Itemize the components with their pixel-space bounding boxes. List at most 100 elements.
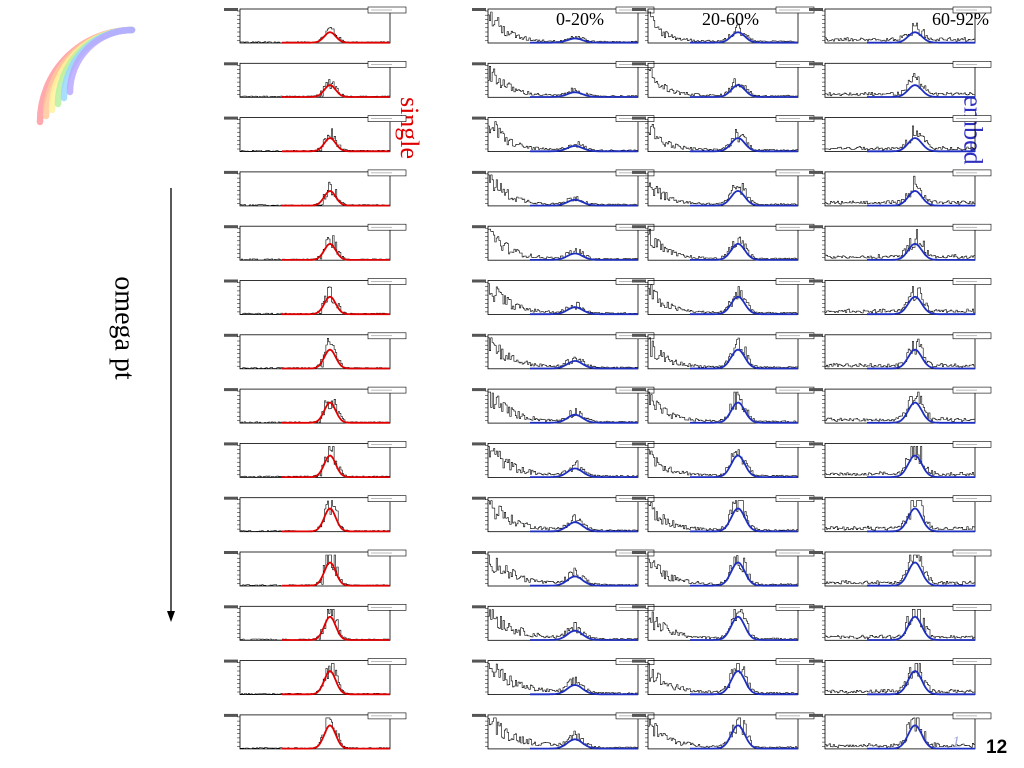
fit-curve [690,561,798,587]
plot-frame [239,225,391,261]
plot-frame [487,714,639,750]
histogram-data [240,717,390,750]
histogram-1-5 [472,278,655,316]
plot-frame [824,660,976,695]
plot-frame [824,605,976,641]
fit-curve [690,295,798,316]
fit-curve [530,306,638,316]
plot-frame [487,117,639,152]
histogram-data [488,228,638,260]
plot-title-stub [224,659,238,663]
histogram-data [240,500,390,532]
histogram-2-2 [632,115,815,153]
column-label-20-60: 20-60% [702,9,759,29]
plot-title-stub [472,279,486,283]
histogram-data [488,391,638,423]
plot-title-stub [224,713,238,717]
plot-title-stub [632,442,646,446]
histogram-0-13 [224,712,407,750]
plot-frame [239,442,391,478]
histogram-data [825,609,975,640]
plot-frame [239,117,391,152]
histogram-3-5 [809,278,992,316]
fit-curve [282,616,390,641]
plot-frame [647,442,799,478]
histogram-3-1 [809,60,992,98]
plot-frame [239,280,391,315]
histogram-data [488,717,638,749]
histogram-data [825,22,975,42]
plot-frame [239,334,391,370]
plot-frame [239,171,391,207]
histogram-2-6 [632,332,815,370]
plot-frame [647,62,799,98]
plot-frame [487,660,639,695]
column-label-0-20: 0-20% [556,9,604,29]
histogram-data [825,73,975,97]
plot-frame [487,8,639,44]
plot-frame [647,171,799,207]
fit-curve [282,242,390,261]
plot-title-stub [224,62,238,66]
histogram-1-11 [472,603,655,641]
fit-curve [690,615,798,641]
plot-frame [239,714,391,750]
histogram-1-6 [472,332,655,370]
plot-frame [239,62,391,98]
plot-frame [824,334,976,370]
plot-frame [647,225,799,261]
plot-frame [824,442,976,478]
fit-curve [282,401,390,424]
histogram-3-4 [809,223,992,261]
fit-curve [690,507,798,533]
plot-title-stub [632,170,646,174]
plot-title-stub [224,116,238,120]
histogram-0-8 [224,441,407,478]
plot-title-stub [472,225,486,229]
histogram-data [648,449,798,477]
histogram-0-11 [224,603,407,641]
fit-curve [690,243,798,261]
plot-title-stub [472,116,486,120]
plot-frame [239,551,391,587]
histogram-2-5 [632,278,815,316]
fit-curve [867,31,975,44]
plot-frame [824,551,976,587]
plot-title-stub [224,225,238,229]
histogram-data [488,663,638,695]
plot-frame [647,334,799,370]
plot-title-stub [809,388,823,392]
histogram-3-12 [809,658,992,696]
fit-curve [530,37,638,44]
histogram-0-5 [224,278,407,316]
plot-frame [487,171,639,207]
histogram-data [648,663,798,694]
histogram-data [648,555,798,586]
fit-curve [867,84,975,98]
plot-title-stub [809,279,823,283]
histogram-data [648,500,798,531]
rainbow-band [66,26,136,96]
plot-title-stub [472,659,486,663]
plot-frame [647,551,799,587]
plot-title-stub [224,551,238,554]
plot-title-stub [472,170,486,174]
plot-title-stub [472,713,486,717]
histogram-0-9 [224,495,407,533]
histogram-1-13 [472,712,655,750]
histogram-data [240,128,390,152]
rainbow-logo [36,26,136,126]
histogram-2-3 [632,169,815,207]
plot-frame [647,660,799,695]
plot-title-stub [224,388,238,392]
fit-curve [282,670,390,696]
histogram-data [825,391,975,422]
histogram-data [648,228,798,260]
histogram-data [825,125,975,151]
histogram-data [488,121,638,152]
histogram-data [648,284,798,314]
plot-title-stub [632,279,646,283]
plot-frame [487,280,639,315]
plot-title-stub [632,116,646,120]
histogram-2-4 [632,223,815,261]
